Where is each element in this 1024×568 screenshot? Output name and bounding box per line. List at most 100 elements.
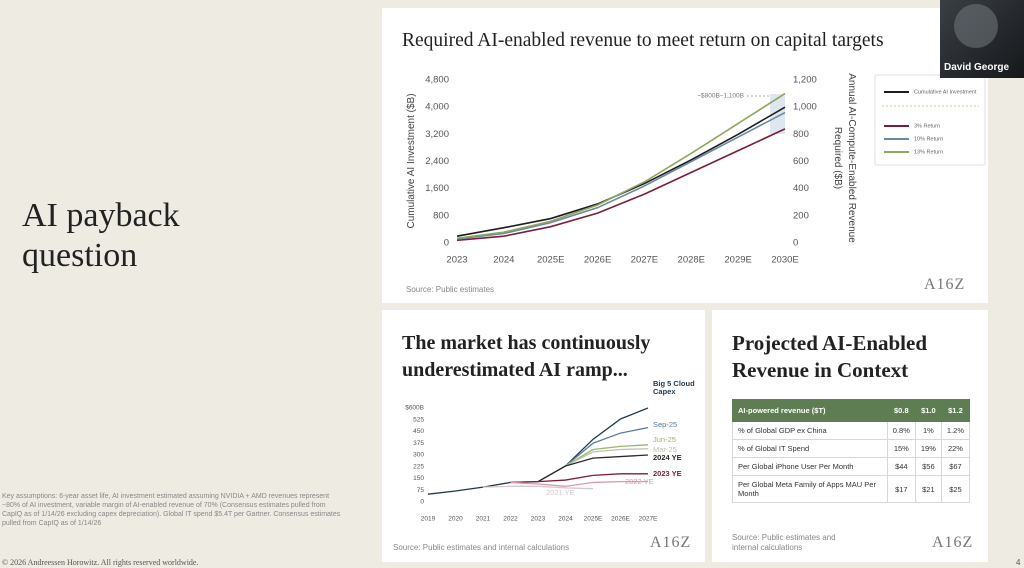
x-tick-label: 2020	[448, 516, 463, 523]
table-cell: $25	[940, 475, 971, 503]
x-tick-label: 2026E	[584, 255, 611, 266]
y2-tick-label: 1,000	[793, 102, 817, 113]
series-line	[456, 92, 786, 240]
legend-label: 10% Return	[914, 136, 943, 142]
chart-panel: Required AI-enabled revenue to meet retu…	[382, 8, 988, 303]
chart-title: The market has continuously underestimat…	[402, 332, 651, 381]
series-label: 2023 YE	[653, 468, 682, 478]
series-line	[482, 485, 594, 490]
y-tick-label: 300	[413, 452, 424, 459]
chart: 0 75 150 225 300 375 450 525 $600B 2019 2020 2021 20…	[405, 405, 658, 523]
y-tick-label: 4,000	[425, 102, 449, 113]
logo: A16Z	[924, 276, 966, 293]
y2-tick-label: 800	[793, 129, 809, 140]
series-label: 2021 YE	[546, 487, 575, 497]
logo: A16Z	[932, 534, 974, 551]
x-tick-label: 2029E	[724, 255, 751, 266]
x-tick-label: 2024	[493, 255, 514, 266]
y-tick-label: 75	[417, 487, 425, 494]
table-cell: $44	[886, 457, 916, 476]
chart-panel: The market has continuously underestimat…	[382, 310, 705, 562]
y-tick-label: 375	[413, 440, 424, 447]
table-cell: 19%	[914, 439, 942, 458]
x-tick-label: 2022	[503, 516, 518, 523]
series-label: 2024 YE	[653, 453, 682, 462]
y-tick-label: 1,600	[425, 183, 449, 194]
x-tick-label: 2023	[446, 255, 467, 266]
table-panel: Projected AI-Enabled Revenue in Context …	[712, 310, 988, 562]
table-cell: % of Global IT Spend	[732, 439, 888, 458]
legend-label: 3% Return	[914, 123, 940, 129]
series-label: Sep-25	[653, 419, 678, 429]
y-tick-label: 450	[413, 428, 424, 435]
y2-tick-label: 600	[793, 156, 809, 167]
table-cell: % of Global GDP ex China	[732, 421, 888, 440]
y-tick-label: 525	[413, 416, 424, 423]
x-tick-label: 2025E	[537, 255, 564, 266]
source: Source: Public estimates and internal ca…	[732, 533, 836, 552]
series-label: 2022 YE	[625, 476, 654, 486]
logo: A16Z	[650, 534, 692, 551]
y-tick-label: 800	[433, 210, 449, 221]
table-title: Projected AI-Enabled Revenue in Context	[732, 331, 928, 382]
chart: 0 800 1,600 2,400 3,200 4,000 4,800 0 200 400 600 8…	[425, 74, 986, 266]
x-tick-label: 2028E	[678, 255, 705, 266]
series-line	[456, 128, 786, 242]
table-cell: $17	[886, 475, 916, 503]
y2-tick-label: 200	[793, 210, 809, 221]
x-tick-label: 2021	[476, 516, 491, 523]
series-label: Big 5 Cloud Capex	[653, 379, 695, 396]
series-line	[537, 454, 649, 483]
table-cell: 1.2%	[940, 421, 971, 440]
slide-title: AI payback question	[22, 197, 180, 274]
series-label: Mar-25	[653, 444, 677, 454]
table-cell: $56	[914, 457, 942, 476]
y2-tick-label: 400	[793, 183, 809, 194]
footnote: Key assumptions: 6-year asset life, AI i…	[2, 493, 341, 527]
header-cell: AI-powered revenue ($T)	[732, 399, 888, 422]
legend-label: Cumulative AI Investment	[914, 89, 977, 95]
table-cell: 15%	[886, 439, 916, 458]
header-row: AI-powered revenue ($T) $0.8 $1.0 $1.2	[732, 399, 971, 422]
table-row: Per Global Meta Family of Apps MAU Per M…	[732, 475, 971, 503]
page-number: 4	[1016, 558, 1021, 567]
header-cell: $1.0	[914, 399, 942, 422]
series-line	[456, 111, 786, 240]
y-tick-label: 2,400	[425, 156, 449, 167]
participant-name: David George	[944, 62, 1010, 73]
source: Source: Public estimates	[406, 285, 495, 294]
series-line	[565, 426, 649, 467]
table-row: % of Global IT Spend 15% 19% 22%	[732, 439, 971, 458]
video-feed	[954, 4, 998, 48]
x-tick-label: 2023	[531, 516, 546, 523]
chart-title: Required AI-enabled revenue to meet retu…	[402, 30, 884, 51]
y2-axis-label: Annual AI-Compute-Enabled Revenue Requir…	[832, 73, 857, 243]
x-tick-label: 2019	[421, 516, 436, 523]
y2-tick-label: 1,200	[793, 75, 817, 86]
table-row: % of Global GDP ex China 0.8% 1% 1.2%	[732, 421, 971, 440]
series-line	[565, 444, 649, 467]
y-tick-label: 0	[420, 499, 424, 506]
table-cell: $21	[914, 475, 942, 503]
y-tick-label: 4,800	[425, 75, 449, 86]
table-cell: Per Global iPhone User Per Month	[732, 457, 888, 476]
y-axis-label: Cumulative AI Investment ($B)	[406, 93, 417, 229]
series-line	[510, 480, 648, 487]
series-line	[565, 448, 649, 467]
header-cell: $0.8	[886, 399, 916, 422]
x-tick-label: 2027E	[631, 255, 658, 266]
series-line	[456, 106, 786, 237]
table-cell: 0.8%	[886, 421, 916, 440]
y-tick-label: 150	[413, 475, 424, 482]
series-line	[510, 473, 648, 484]
x-tick-label: 2027E	[639, 516, 658, 523]
y-tick-label: 225	[413, 463, 424, 470]
annotation: ~$800B–1,100B	[697, 93, 744, 100]
legend-box	[874, 74, 986, 166]
y-tick-label: 3,200	[425, 129, 449, 140]
range-shade	[770, 94, 785, 134]
table-cell: $67	[940, 457, 971, 476]
series-label: Jun-25	[653, 434, 676, 444]
header-cell: $1.2	[940, 399, 971, 422]
